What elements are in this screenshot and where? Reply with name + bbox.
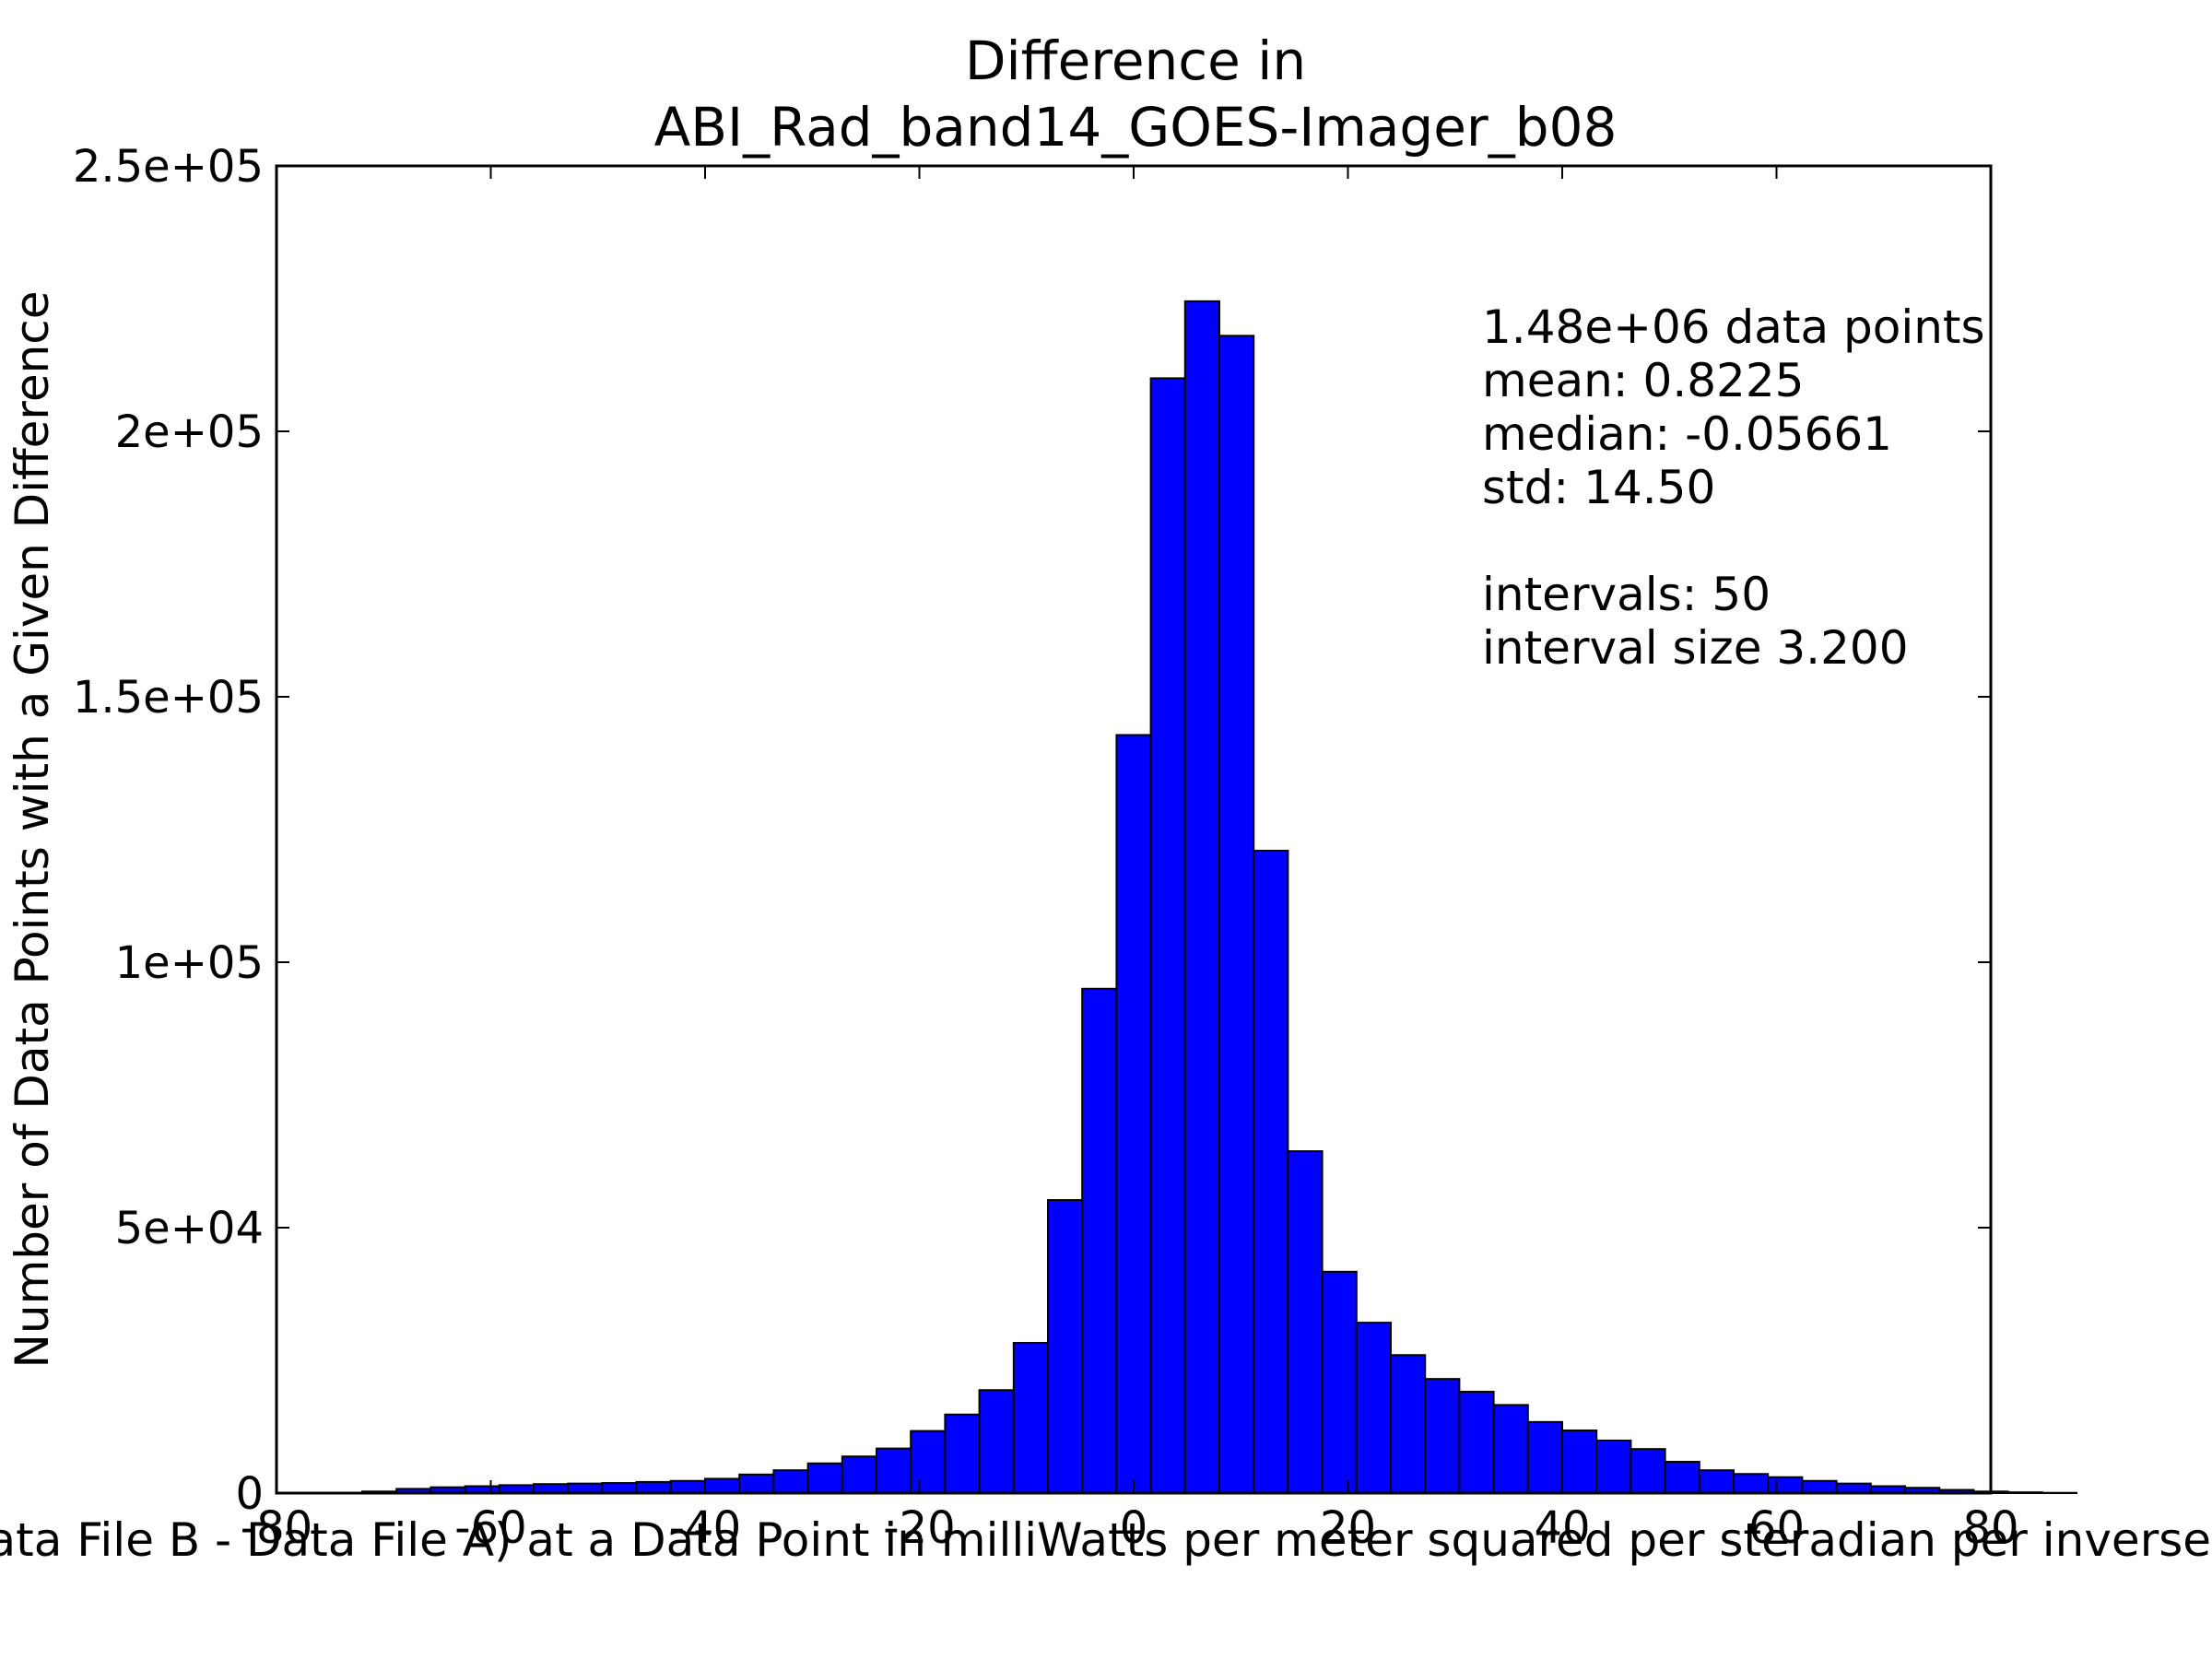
histogram-bar — [978, 1389, 1015, 1494]
chart-title-line1: Difference in — [965, 29, 1306, 92]
stats-interval-size: interval size 3.200 — [1482, 621, 1909, 675]
histogram-bar — [841, 1455, 877, 1494]
histogram-bar — [635, 1480, 672, 1495]
x-axis-label: Value of (Data File B - Data File A) at … — [0, 1513, 2212, 1567]
histogram-bar — [738, 1473, 775, 1494]
histogram-bar — [1012, 1341, 1050, 1494]
histogram-bar — [567, 1482, 604, 1494]
x-tick-labels: -80 -60 -40 -20 0 20 40 60 80 — [241, 1502, 2019, 1554]
stats-std: std: 14.50 — [1482, 461, 1715, 514]
histogram-bar — [1733, 1473, 1770, 1495]
histogram-bar — [1630, 1448, 1666, 1495]
histogram-bar — [669, 1479, 706, 1494]
histogram-bar — [1595, 1439, 1632, 1494]
y-tick-label: 1e+05 — [115, 937, 264, 989]
stats-intervals: intervals: 50 — [1482, 568, 1771, 621]
histogram-bar — [1767, 1476, 1804, 1494]
y-tick-label: 1.5e+05 — [73, 672, 264, 724]
chart-title-line2: ABI_Rad_band14_GOES-Imager_b08 — [654, 96, 1618, 159]
stats-mean: mean: 0.8225 — [1482, 354, 1805, 407]
x-tick-label: 80 — [1962, 1502, 2018, 1554]
histogram-bar — [1355, 1322, 1393, 1494]
histogram-bar — [1183, 300, 1221, 1494]
histogram-bar — [704, 1477, 741, 1494]
stats-median: median: -0.05661 — [1482, 407, 1892, 461]
stats-annotation: 1.48e+06 data points mean: 0.8225 median… — [1482, 300, 1985, 675]
x-tick-label: -60 — [454, 1502, 526, 1554]
histogram-bar — [601, 1482, 638, 1495]
histogram-bars — [361, 300, 2078, 1495]
histogram-bar — [1047, 1199, 1084, 1494]
histogram-bar — [876, 1447, 912, 1494]
histogram-bar — [1287, 1150, 1324, 1495]
histogram-bar — [1561, 1430, 1598, 1494]
plot-frame — [275, 164, 1993, 1495]
x-tick-label: 60 — [1748, 1502, 1805, 1554]
histogram-bar — [1149, 377, 1186, 1494]
histogram-bar — [944, 1413, 981, 1494]
stats-data-points: 1.48e+06 data points — [1482, 300, 1985, 354]
histogram-bar — [1218, 335, 1255, 1495]
histogram-bar — [1115, 734, 1152, 1494]
histogram-bar — [1526, 1420, 1564, 1495]
y-tick-label: 2e+05 — [115, 406, 264, 458]
y-tick-label: 0 — [235, 1468, 264, 1520]
histogram-bar — [910, 1430, 947, 1495]
histogram-bar — [1492, 1404, 1529, 1495]
x-tick-label: 0 — [1120, 1502, 1148, 1554]
x-tick-label: 40 — [1534, 1502, 1590, 1554]
y-axis-label: Number of Data Points with a Given Diffe… — [6, 290, 59, 1368]
histogram-bar — [1081, 987, 1118, 1495]
histogram-bar — [1458, 1390, 1495, 1495]
histogram-bar — [806, 1462, 843, 1495]
histogram-bar — [1664, 1461, 1700, 1494]
histogram-bar — [1698, 1469, 1735, 1495]
histogram-bar — [1835, 1482, 1872, 1494]
histogram-bar — [772, 1469, 809, 1495]
y-tick-label: 2.5e+05 — [73, 141, 264, 193]
histogram-bar — [1801, 1479, 1838, 1494]
x-tick-label: -80 — [241, 1502, 312, 1554]
y-tick-labels: 0 5e+04 1e+05 1.5e+05 2e+05 2.5e+05 — [73, 141, 264, 1520]
y-tick-label: 5e+04 — [115, 1203, 264, 1254]
histogram-bar — [2006, 1491, 2043, 1494]
histogram-bar — [1321, 1270, 1358, 1494]
histogram-bar — [1253, 850, 1289, 1494]
histogram-bar — [1390, 1354, 1427, 1494]
x-tick-label: -20 — [883, 1502, 955, 1554]
histogram-bar — [1424, 1378, 1461, 1495]
x-tick-label: 20 — [1320, 1502, 1376, 1554]
x-tick-label: -40 — [669, 1502, 741, 1554]
